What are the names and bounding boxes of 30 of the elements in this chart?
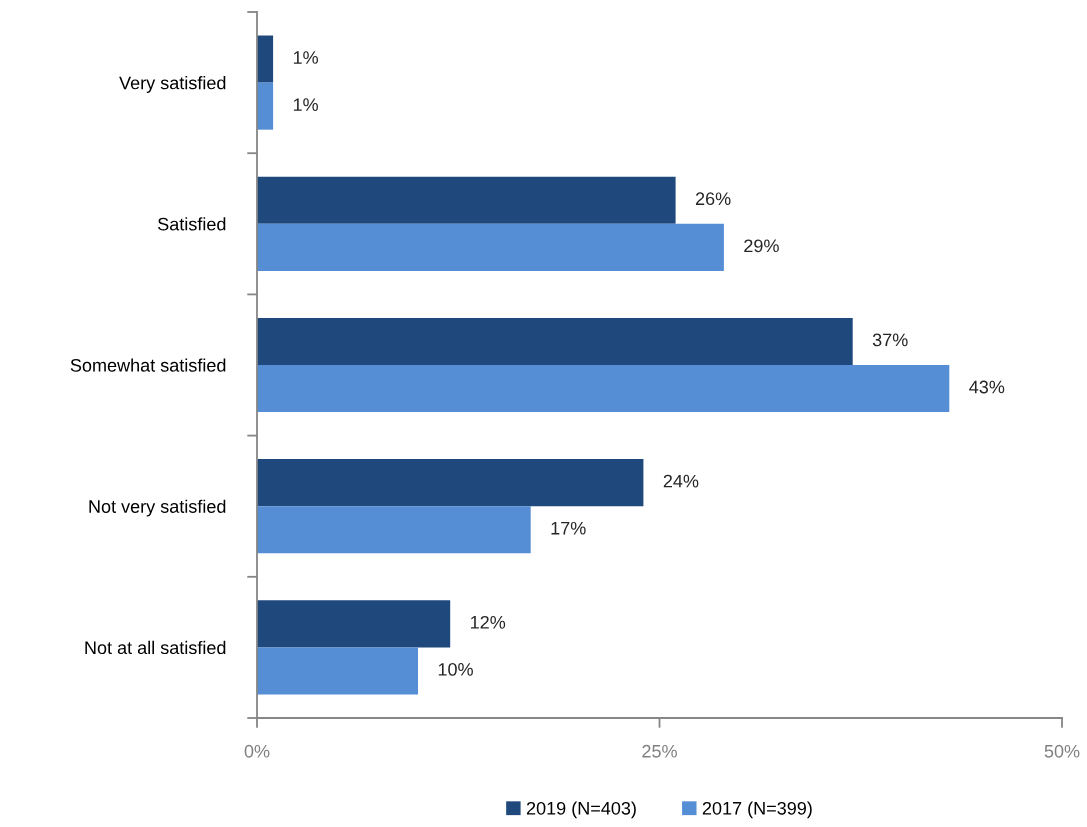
y-tick-label: Very satisfied: [119, 76, 226, 93]
text: 1%: [293, 98, 318, 111]
text: 37%: [872, 333, 908, 347]
y-tick-label: Satisfied: [158, 217, 226, 231]
bar: [257, 176, 676, 224]
x-tick-label: 0%: [244, 744, 270, 758]
bar: [257, 35, 274, 83]
bar: [257, 506, 531, 554]
bar: [257, 317, 853, 365]
x-tick-label: 50%: [1044, 744, 1080, 758]
text: 43%: [969, 380, 1005, 394]
bar: [257, 365, 950, 413]
bar: [257, 82, 274, 130]
text: 26%: [695, 192, 731, 206]
legend-label: 2019 (N=403): [526, 801, 636, 819]
text: 12%: [471, 615, 506, 629]
bar: [257, 600, 451, 648]
bar: [257, 223, 724, 271]
text: 29%: [744, 239, 779, 253]
text: 10%: [438, 663, 473, 676]
y-tick-label: Somewhat satisfied: [70, 358, 226, 372]
bar: [257, 459, 644, 507]
y-tick-label: Not very satisfied: [89, 499, 226, 517]
text: 17%: [551, 521, 586, 535]
y-tick-label: Not at all satisfied: [85, 640, 226, 655]
text: 24%: [663, 474, 699, 488]
text: 1%: [293, 51, 318, 64]
bar: [257, 647, 418, 695]
legend-label: 2017 (N=399): [702, 801, 812, 819]
x-tick-label: 25%: [642, 744, 677, 758]
